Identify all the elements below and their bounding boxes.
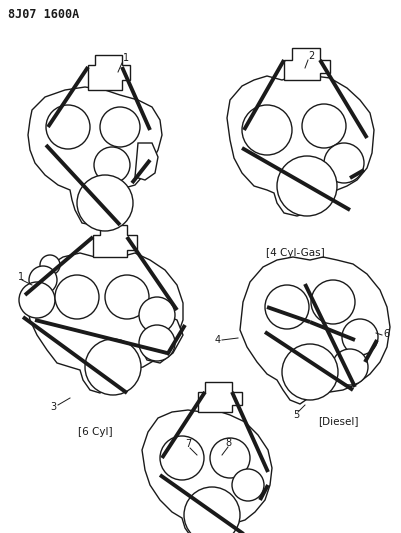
Text: 7: 7 bbox=[184, 439, 191, 449]
Circle shape bbox=[310, 280, 354, 324]
Text: 3: 3 bbox=[50, 402, 56, 412]
Polygon shape bbox=[142, 410, 271, 533]
Circle shape bbox=[276, 156, 336, 216]
Circle shape bbox=[241, 105, 291, 155]
Circle shape bbox=[184, 487, 239, 533]
Polygon shape bbox=[140, 310, 182, 363]
Text: 2: 2 bbox=[307, 51, 314, 61]
Text: 4: 4 bbox=[215, 335, 221, 345]
Circle shape bbox=[40, 255, 60, 275]
Text: 8J07 1600A: 8J07 1600A bbox=[8, 7, 79, 20]
Circle shape bbox=[100, 107, 140, 147]
Circle shape bbox=[55, 275, 99, 319]
Circle shape bbox=[331, 349, 367, 385]
Circle shape bbox=[46, 105, 90, 149]
Circle shape bbox=[29, 266, 57, 294]
Circle shape bbox=[85, 339, 141, 395]
Polygon shape bbox=[198, 382, 241, 412]
Text: [Diesel]: [Diesel] bbox=[317, 416, 357, 426]
Polygon shape bbox=[227, 76, 373, 216]
Circle shape bbox=[160, 436, 203, 480]
Text: 5: 5 bbox=[292, 410, 298, 420]
Text: [4 Cyl-Gas]: [4 Cyl-Gas] bbox=[265, 248, 324, 258]
Polygon shape bbox=[88, 55, 130, 90]
Text: 8: 8 bbox=[225, 438, 231, 448]
Circle shape bbox=[105, 275, 149, 319]
Circle shape bbox=[94, 147, 130, 183]
Circle shape bbox=[209, 438, 249, 478]
Polygon shape bbox=[283, 48, 329, 80]
Text: 1: 1 bbox=[18, 272, 24, 282]
Circle shape bbox=[19, 282, 55, 318]
Polygon shape bbox=[93, 225, 137, 257]
Circle shape bbox=[139, 325, 174, 361]
Circle shape bbox=[281, 344, 337, 400]
Text: 1: 1 bbox=[123, 53, 129, 63]
Polygon shape bbox=[135, 143, 158, 180]
Polygon shape bbox=[239, 257, 389, 404]
Circle shape bbox=[77, 175, 133, 231]
Circle shape bbox=[301, 104, 345, 148]
Polygon shape bbox=[27, 253, 182, 393]
Circle shape bbox=[231, 469, 263, 501]
Text: 6: 6 bbox=[382, 329, 388, 339]
Circle shape bbox=[341, 319, 377, 355]
Circle shape bbox=[139, 297, 174, 333]
Circle shape bbox=[323, 143, 363, 183]
Circle shape bbox=[264, 285, 308, 329]
Polygon shape bbox=[28, 87, 162, 225]
Text: [6 Cyl]: [6 Cyl] bbox=[77, 427, 112, 437]
